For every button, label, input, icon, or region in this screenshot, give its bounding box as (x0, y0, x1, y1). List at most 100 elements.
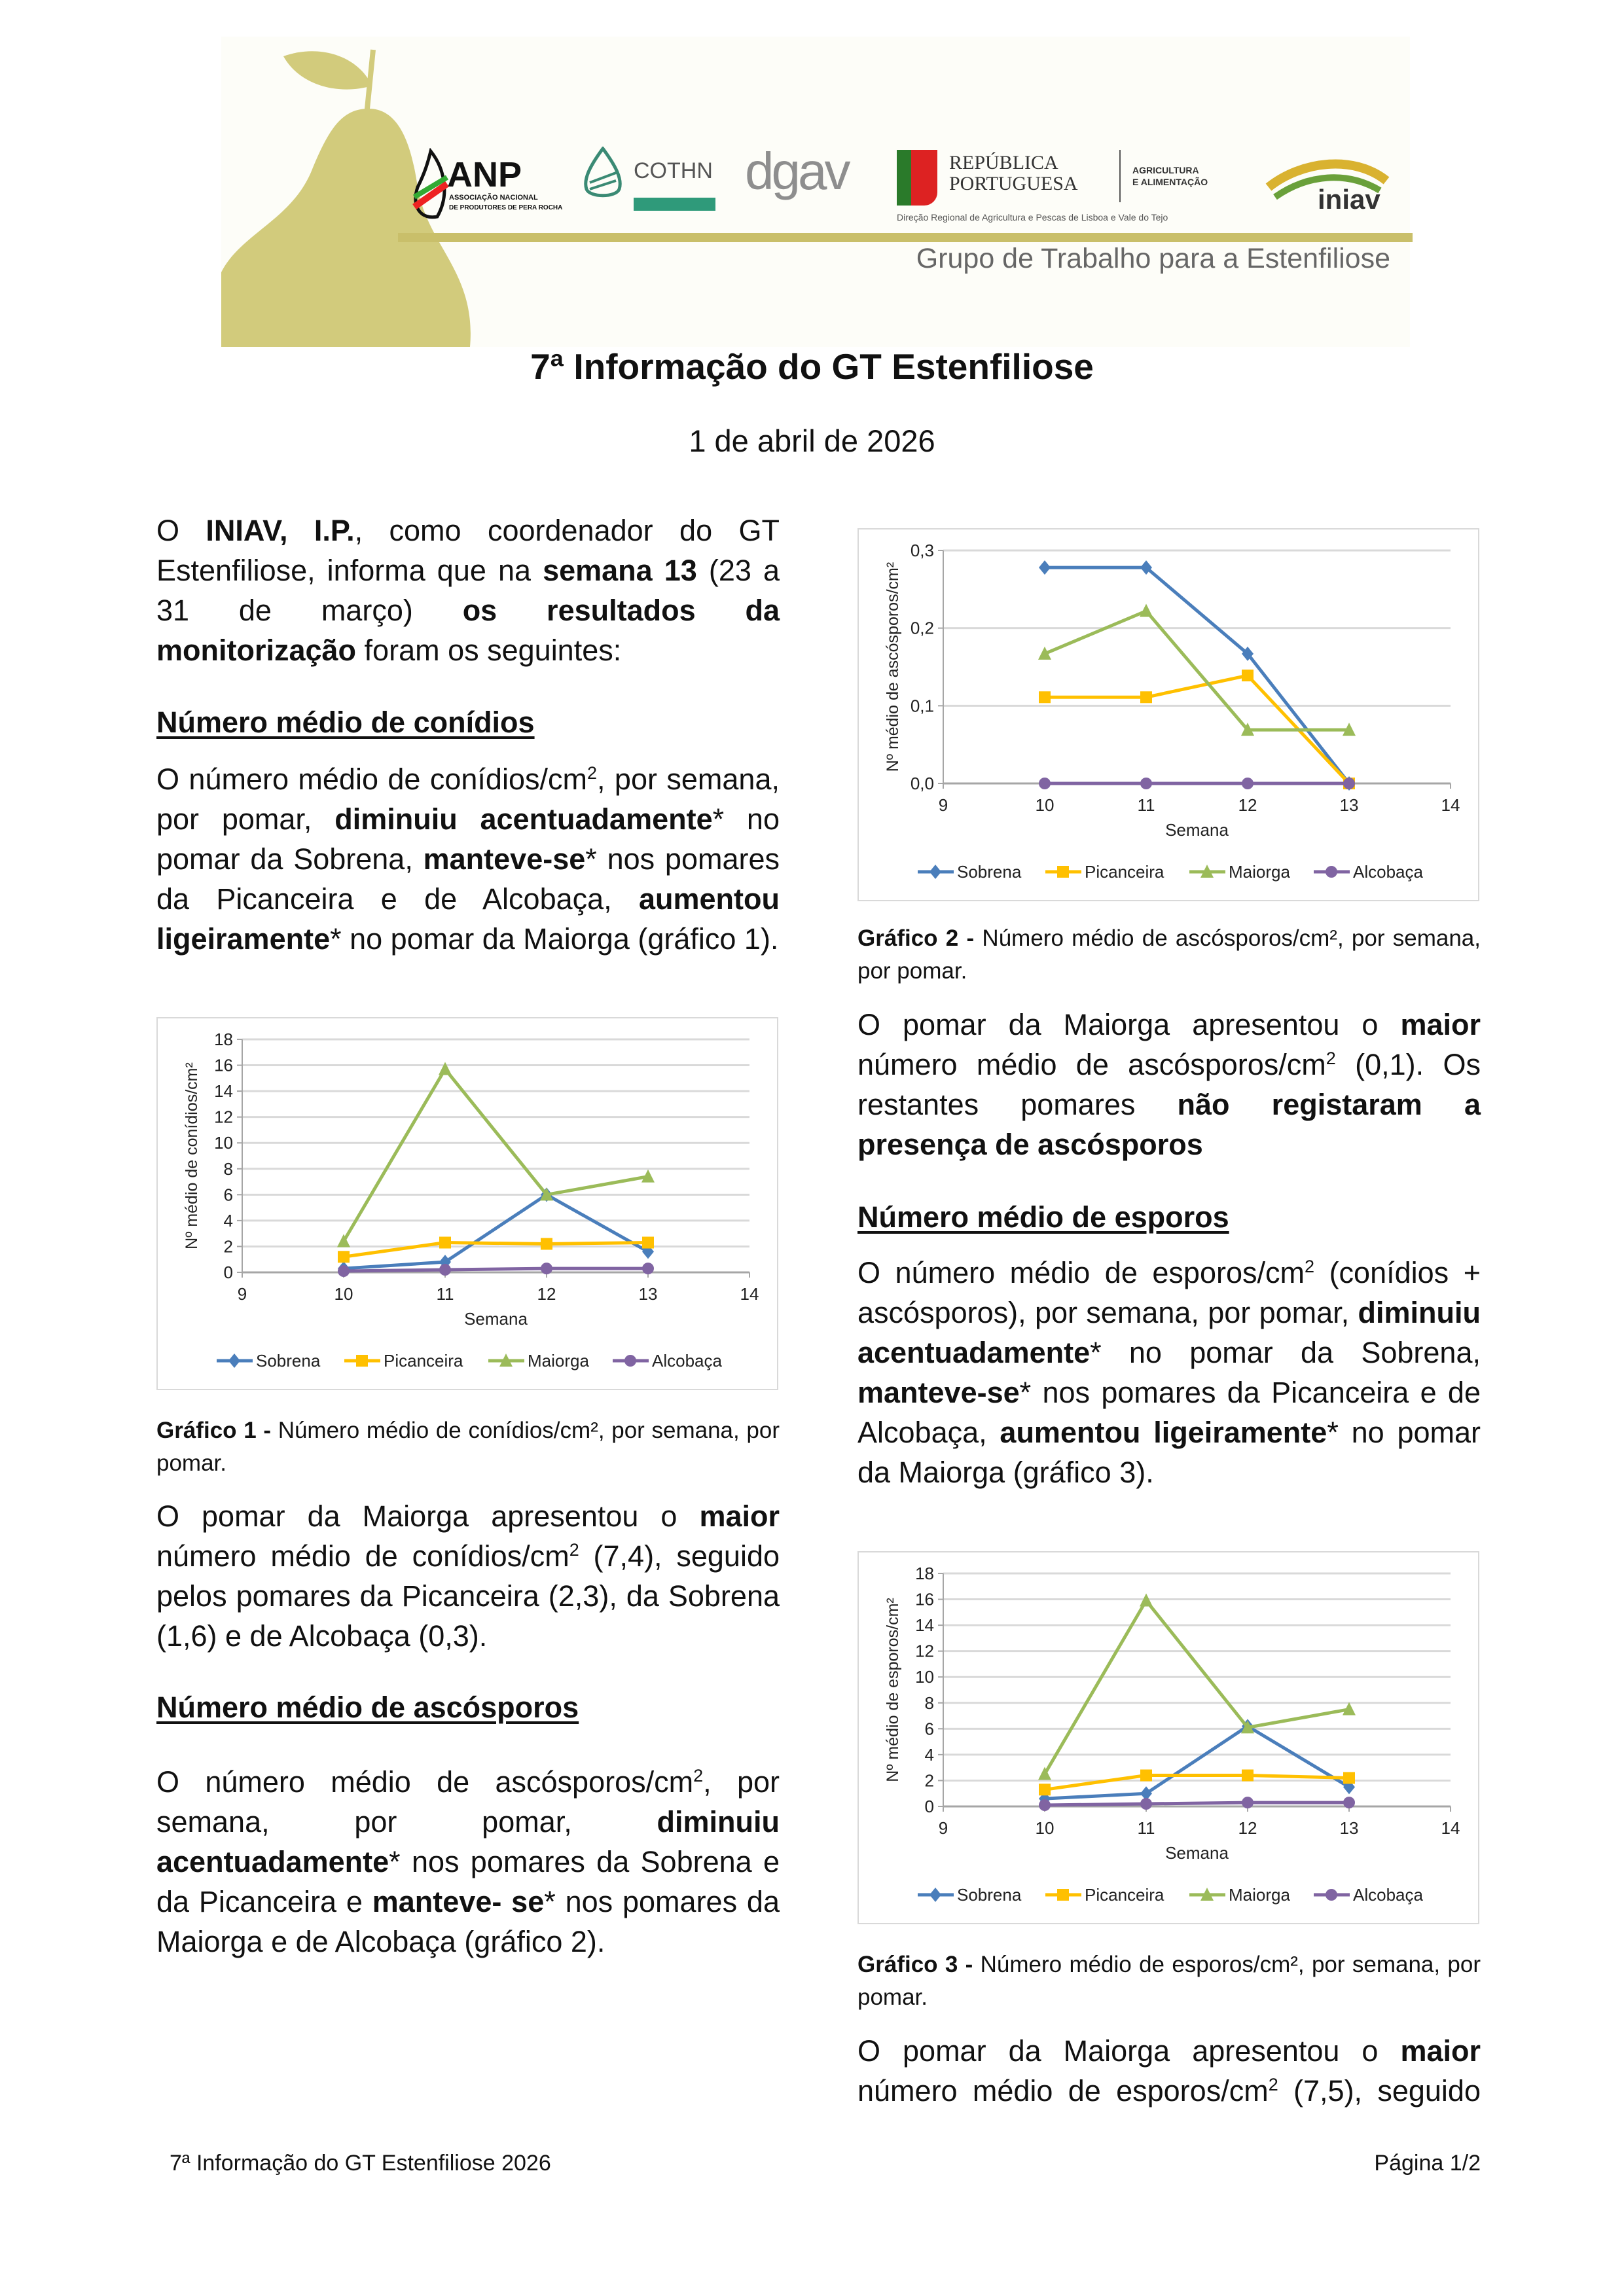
data-point (1039, 560, 1051, 575)
text-run: Número médio de ascósporos/cm², por sema… (857, 925, 1481, 984)
x-tick-label: 9 (939, 795, 948, 815)
series-maiorga (1038, 1593, 1356, 1780)
esporos-paragraph: O número médio de esporos/cm2 (conídios … (857, 1253, 1481, 1492)
legend-marker (1326, 1889, 1337, 1901)
x-tick-label: 11 (1138, 795, 1155, 815)
chart-svg: 0 2 4 6 8 10 12 14 16 18 9 10 11 12 13 14 Semana Nº médio… (183, 1030, 759, 1371)
data-point (1242, 778, 1254, 789)
y-tick-label: 6 (224, 1185, 233, 1204)
data-point (1242, 670, 1254, 682)
legend-label: Sobrena (256, 1351, 321, 1371)
iniav-logo-text: iniav (1318, 184, 1380, 215)
legend-item: Sobrena (918, 1885, 1022, 1905)
document-title: 7ª Informação do GT Estenfiliose (530, 346, 1094, 387)
data-point (1242, 1769, 1254, 1782)
x-tick-label: 10 (1036, 1818, 1055, 1838)
bold-text: Gráfico 2 - (857, 925, 975, 951)
y-tick-label: 14 (915, 1615, 934, 1635)
x-tick-label: 11 (1138, 1818, 1155, 1838)
data-point (1343, 1780, 1355, 1795)
republica-line1: REPÚBLICA (949, 152, 1058, 173)
series-line (343, 1266, 648, 1273)
republica-line2: PORTUGUESA (949, 173, 1078, 194)
text-run: (0,1). Os restantes pomares (857, 1048, 1481, 1121)
pear-logo-icon (221, 49, 471, 347)
series-picanceira (338, 1236, 654, 1263)
header-banner: ANP ASSOCIAÇÃO NACIONAL DE PRODUTORES DE… (221, 37, 1413, 347)
anp-pear-icon (412, 148, 449, 219)
pear-stem (364, 49, 376, 116)
legend-label: Picanceira (1085, 1885, 1164, 1905)
pear-body (221, 109, 471, 347)
bold-text: manteve- se (372, 1885, 545, 1918)
cothn-green-bar (634, 198, 715, 211)
legend-marker (624, 1355, 636, 1367)
legend-marker (1057, 1889, 1069, 1901)
text-run: O pomar da Maiorga apresentou o (857, 1008, 1401, 1041)
bold-text: os resultados da monitorização (156, 594, 780, 667)
y-tick-label: 0,0 (911, 774, 934, 793)
data-point (540, 1187, 553, 1201)
text-run: * nos pomares da Picanceira e de Alcobaç… (156, 842, 780, 916)
text-run: O número médio de conídios/cm (156, 762, 587, 796)
anp-logo-text: ANP (447, 155, 522, 194)
chart-svg: 0 2 4 6 8 10 12 14 16 18 9 10 11 12 13 14 Semana Nº médio… (884, 1564, 1460, 1905)
chart-3-esporos: 0 2 4 6 8 10 12 14 16 18 9 10 11 12 13 14 Semana Nº médio… (857, 1551, 1479, 1924)
y-axis-title: Nº médio de esporos/cm² (884, 1598, 902, 1782)
legend-item: Maiorga (1189, 1885, 1290, 1905)
x-tick-label: 14 (1441, 795, 1460, 815)
legend-label: Maiorga (528, 1351, 589, 1371)
data-point (1140, 560, 1152, 575)
text-run: número médio de ascósporos/cm (857, 1048, 1326, 1081)
series-alcobaça (1039, 778, 1355, 789)
iniav-swoosh-icon (1265, 159, 1390, 200)
y-tick-label: 12 (214, 1107, 233, 1127)
text-run: O pomar da Maiorga apresentou o (156, 1499, 700, 1533)
text-run: * no pomar da Maiorga (gráfico 3). (857, 1416, 1481, 1489)
text-run: * no pomar da Sobrena, (1090, 1336, 1481, 1369)
legend-label: Alcobaça (652, 1351, 722, 1371)
legend-item: Picanceira (1045, 1885, 1164, 1905)
data-point (1140, 778, 1152, 789)
text-run: * no pomar da Maiorga (gráfico 1). (330, 922, 779, 956)
text-run: * nos pomares da Picanceira e de Alcobaç… (857, 1376, 1481, 1449)
bold-text: Gráfico 1 - (156, 1418, 272, 1443)
superscript: 2 (1304, 1257, 1315, 1276)
portugal-flag-red (911, 150, 937, 206)
chart-2-caption: Gráfico 2 - Número médio de ascósporos/c… (857, 922, 1481, 988)
text-run: O (156, 514, 206, 547)
data-point (1140, 1769, 1152, 1782)
legend-label: Alcobaça (1353, 1885, 1423, 1905)
data-point (439, 1062, 452, 1075)
banner-text: Grupo de Trabalho para a Estenfiliose (916, 243, 1390, 274)
cothn-logo: COTHN (580, 147, 724, 219)
text-run: , por semana, por pomar, (156, 762, 780, 836)
republica-portuguesa-logo: REPÚBLICA PORTUGUESA AGRICULTURA E ALIME… (897, 147, 1237, 232)
data-point (1038, 646, 1051, 660)
x-tick-label: 14 (1441, 1818, 1460, 1838)
data-point (338, 1265, 350, 1278)
legend-item: Sobrena (217, 1351, 321, 1371)
y-tick-label: 4 (224, 1211, 233, 1230)
series-alcobaça (338, 1263, 654, 1278)
legend-marker (356, 1355, 368, 1367)
bold-text: maior (1400, 2034, 1481, 2068)
document-date: 1 de abril de 2026 (689, 423, 935, 458)
text-run: número médio de conídios/cm (156, 1539, 569, 1573)
data-point (541, 1238, 552, 1250)
legend-item: Maiorga (1189, 862, 1290, 882)
data-point (1343, 1702, 1356, 1715)
y-tick-label: 8 (224, 1159, 233, 1179)
y-tick-label: 18 (214, 1030, 233, 1049)
text-run: (23 a 31 de março) (156, 554, 780, 627)
pear-leaf (283, 51, 372, 90)
y-tick-label: 2 (925, 1770, 934, 1790)
data-point (1242, 1797, 1254, 1809)
x-axis-title: Semana (464, 1309, 528, 1329)
section-heading-esporos: Número médio de esporos (857, 1200, 1229, 1234)
y-tick-label: 0 (925, 1797, 934, 1816)
y-tick-label: 0,1 (911, 696, 934, 715)
x-tick-label: 10 (1036, 795, 1055, 815)
data-point (1242, 646, 1254, 661)
data-point (1039, 778, 1051, 789)
